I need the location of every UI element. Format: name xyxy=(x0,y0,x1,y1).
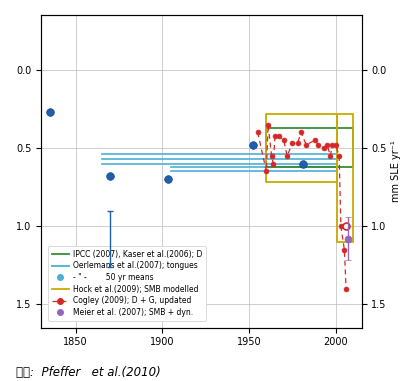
Bar xyxy=(266,128,337,167)
Bar xyxy=(337,114,353,242)
Bar xyxy=(266,114,337,182)
Text: 자료:  Pfeffer   et al.(2010): 자료: Pfeffer et al.(2010) xyxy=(16,366,161,379)
Bar xyxy=(337,128,353,167)
Legend: IPCC (2007), Kaser et al.(2006); D, Oerlemans et al.(2007); tongues, - " -      : IPCC (2007), Kaser et al.(2006); D, Oerl… xyxy=(48,246,206,321)
Y-axis label: mm SLE yr⁻¹: mm SLE yr⁻¹ xyxy=(391,141,401,202)
